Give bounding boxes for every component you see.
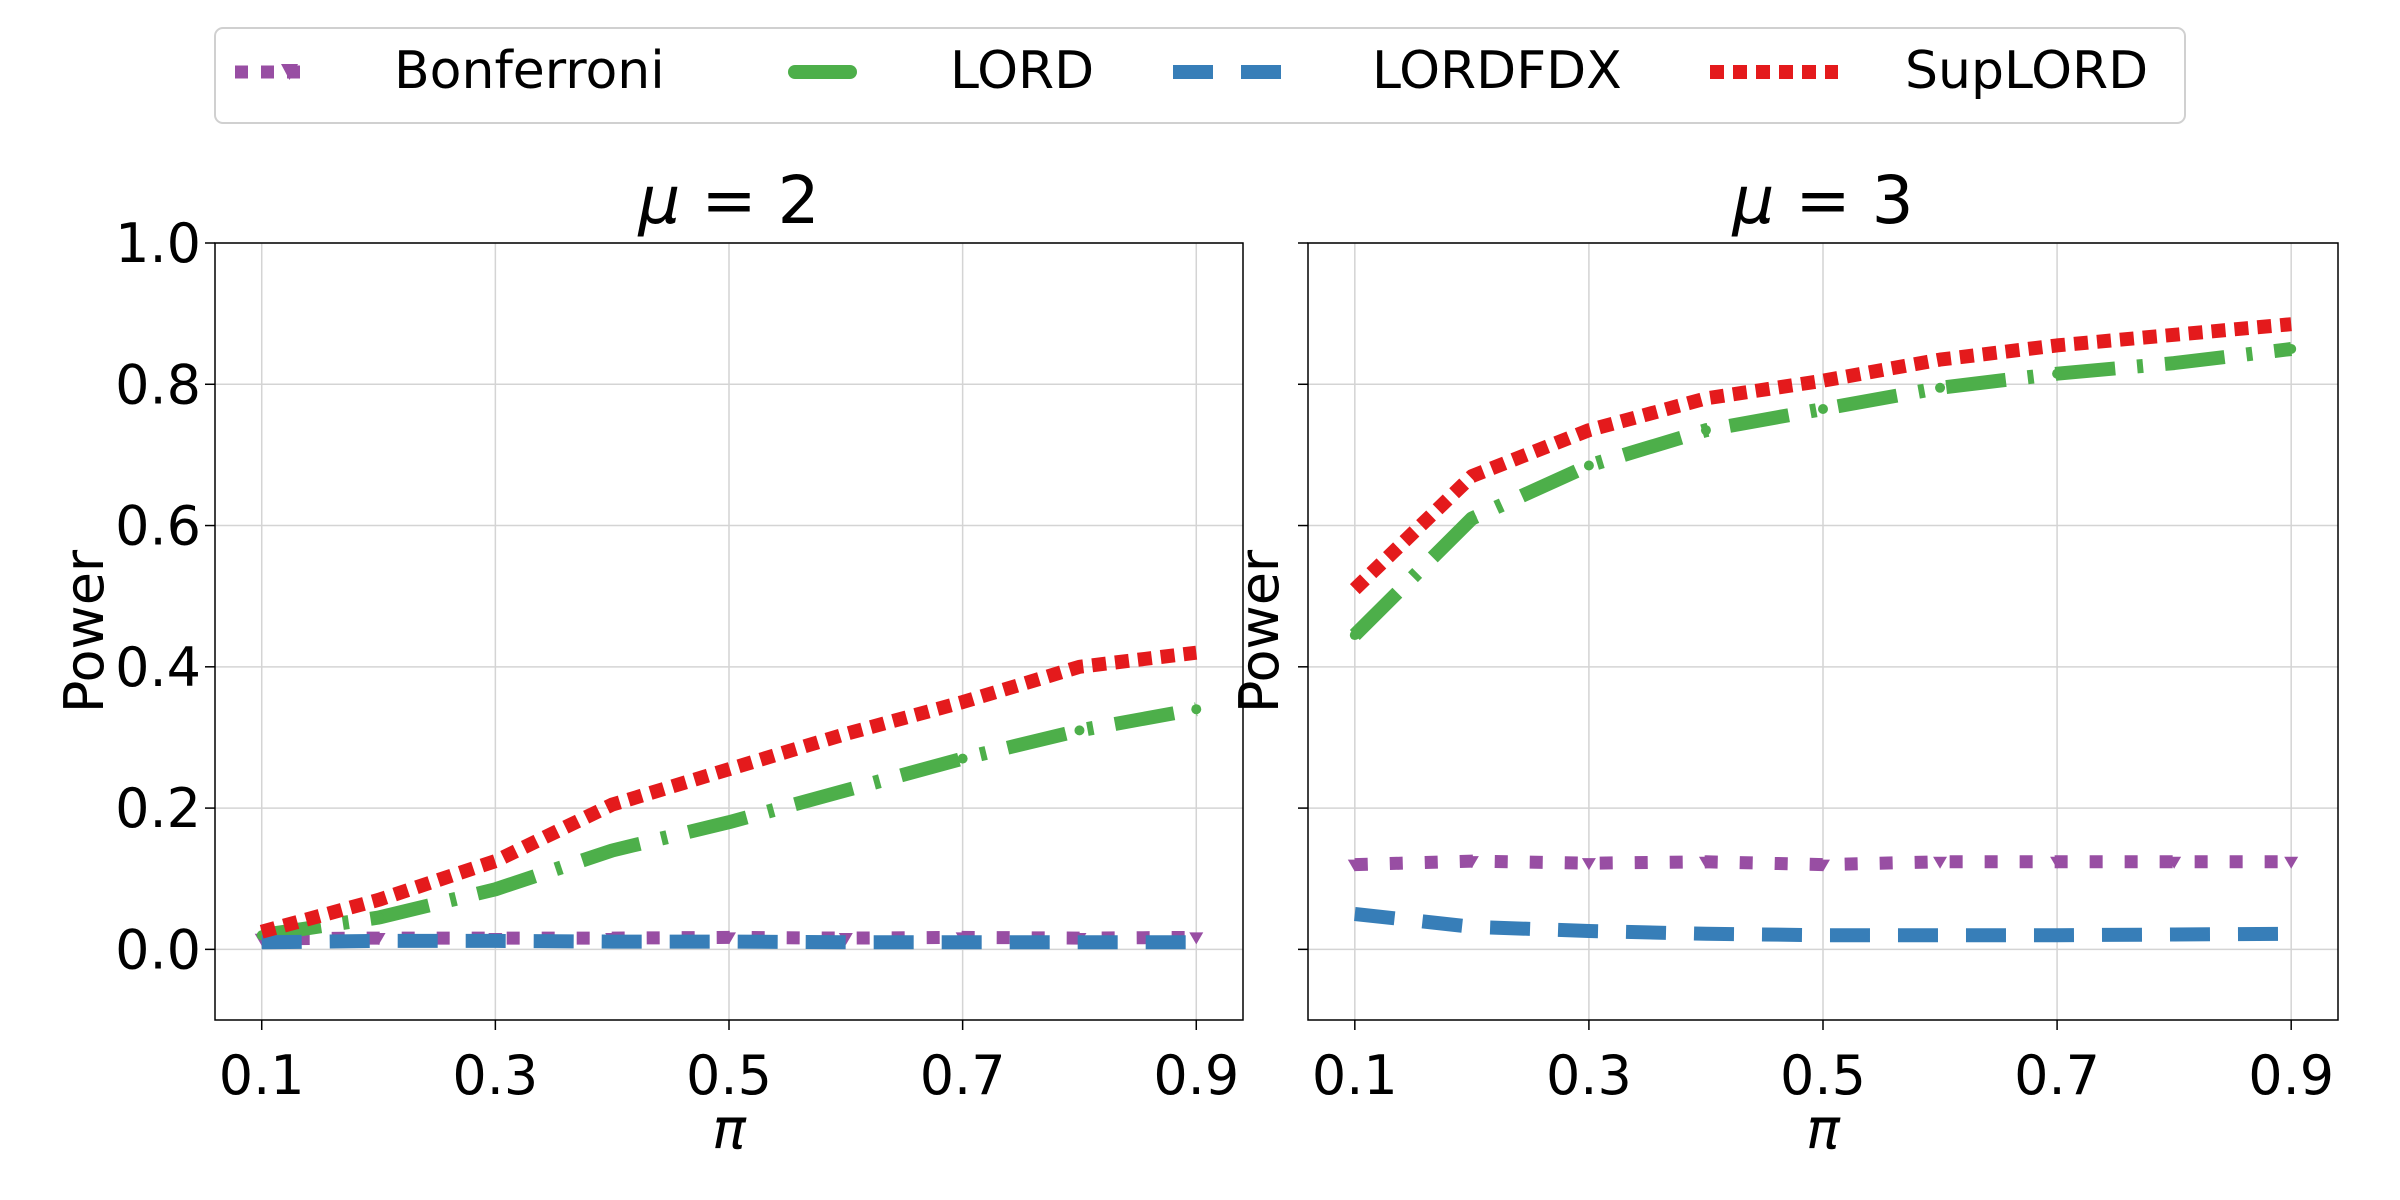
- p1-point-lord-2: [1583, 460, 1594, 471]
- p0-ytick-label-1: 0.2: [115, 777, 201, 840]
- legend-label-bonferroni: Bonferroni: [394, 41, 665, 101]
- p1-point-bonferroni-3: [1698, 856, 1713, 869]
- p1-point-lord-7: [2169, 358, 2180, 369]
- p0-point-lord-2: [490, 884, 501, 895]
- p0-series-suplord: [259, 645, 1198, 939]
- p1-point-bonferroni-0: [1347, 859, 1362, 872]
- p0-point-bonferroni-1: [371, 933, 386, 946]
- p0-point-lord-6: [957, 753, 968, 764]
- p0-xtick-label-0: 0.1: [219, 1044, 305, 1107]
- p0-ylabel: Power: [53, 549, 116, 713]
- p1-point-lord-0: [1349, 630, 1360, 641]
- p1-point-lord-1: [1466, 513, 1477, 524]
- p0-ytick-label-4: 0.8: [115, 353, 201, 416]
- legend-item-lordfdx: LORDFDX: [1173, 41, 1622, 101]
- p1-title: μ = 3: [1731, 162, 1913, 239]
- p1-xtick-label-0: 0.1: [1312, 1044, 1398, 1107]
- p0-ytick-label-3: 0.6: [115, 495, 201, 558]
- legend-label-lordfdx: LORDFDX: [1372, 41, 1622, 101]
- p1-xtick-label-1: 0.3: [1546, 1044, 1632, 1107]
- p1-point-bonferroni-7: [2167, 856, 2182, 869]
- legend-item-suplord: SupLORD: [1710, 41, 2148, 101]
- p0-point-bonferroni-8: [1189, 932, 1204, 945]
- legend: Bonferroni LORD LORDFDX SupLORD: [214, 27, 2186, 124]
- p0-xtick-label-1: 0.3: [452, 1044, 538, 1107]
- p0-point-lord-5: [840, 785, 851, 796]
- p1-point-lord-6: [2052, 368, 2063, 379]
- p1-point-lord-3: [1700, 425, 1711, 436]
- p1-xtick-label-4: 0.9: [2248, 1044, 2334, 1107]
- p1-point-bonferroni-8: [2284, 856, 2299, 869]
- p0-point-lord-8: [1191, 704, 1202, 715]
- p1-xlabel: π: [1806, 1097, 1841, 1162]
- p0-title: μ = 2: [637, 162, 819, 239]
- p0-series-lordfdx: [261, 933, 1197, 950]
- legend-item-bonferroni: Bonferroni: [235, 41, 665, 101]
- p0-xtick-label-3: 0.7: [920, 1044, 1006, 1107]
- p0-xtick-label-2: 0.5: [686, 1044, 772, 1107]
- p0-point-lord-4: [724, 817, 734, 828]
- p0-xtick-label-4: 0.9: [1153, 1044, 1239, 1107]
- legend-marker-bonferroni: [281, 64, 298, 80]
- p0-ytick-label-2: 0.4: [115, 636, 201, 699]
- p1-series-bonferroni: [1354, 854, 2292, 872]
- p1-point-bonferroni-1: [1464, 856, 1479, 869]
- subplot-mu-3: 0.1 0.3 0.5 0.7 0.9 π Power μ = 3: [1228, 162, 2339, 1162]
- p1-point-bonferroni-5: [1933, 856, 1948, 869]
- p0-ytick-label-5: 1.0: [115, 212, 201, 275]
- dotted-line-triangle-marker-icon: [235, 64, 300, 80]
- p0-point-lord-3: [607, 845, 618, 856]
- subplot-mu-2: 0.1 0.3 0.5 0.7 0.9 0.0 0.2 0.4 0.6 0.8 1.0 π Power μ…: [53, 162, 1244, 1162]
- p1-xtick-label-3: 0.7: [2014, 1044, 2100, 1107]
- legend-item-lord: LORD: [788, 41, 1094, 101]
- p1-title-symbol: μ: [1731, 162, 1774, 239]
- p0-point-lord-7: [1074, 725, 1085, 736]
- p1-title-value: = 3: [1774, 162, 1913, 239]
- p1-point-bonferroni-4: [1816, 859, 1830, 872]
- p1-point-bonferroni-6: [2050, 856, 2065, 869]
- p1-point-lord-5: [1935, 382, 1946, 393]
- p1-point-lord-4: [1818, 403, 1828, 414]
- p0-point-lord-1: [373, 912, 384, 923]
- p1-xtick-label-2: 0.5: [1780, 1044, 1866, 1107]
- legend-label-lord: LORD: [950, 41, 1094, 101]
- p0-title-symbol: μ: [637, 162, 680, 239]
- p0-xlabel: π: [712, 1097, 747, 1162]
- p0-title-value: = 2: [680, 162, 819, 239]
- p1-point-lord-8: [2286, 343, 2297, 354]
- p1-ylabel: Power: [1228, 549, 1291, 713]
- p1-point-bonferroni-2: [1581, 858, 1596, 871]
- p1-series-lordfdx: [1354, 907, 2292, 943]
- p0-ytick-label-0: 0.0: [115, 918, 201, 981]
- legend-label-suplord: SupLORD: [1905, 41, 2148, 101]
- p0-point-bonferroni-4: [722, 932, 736, 945]
